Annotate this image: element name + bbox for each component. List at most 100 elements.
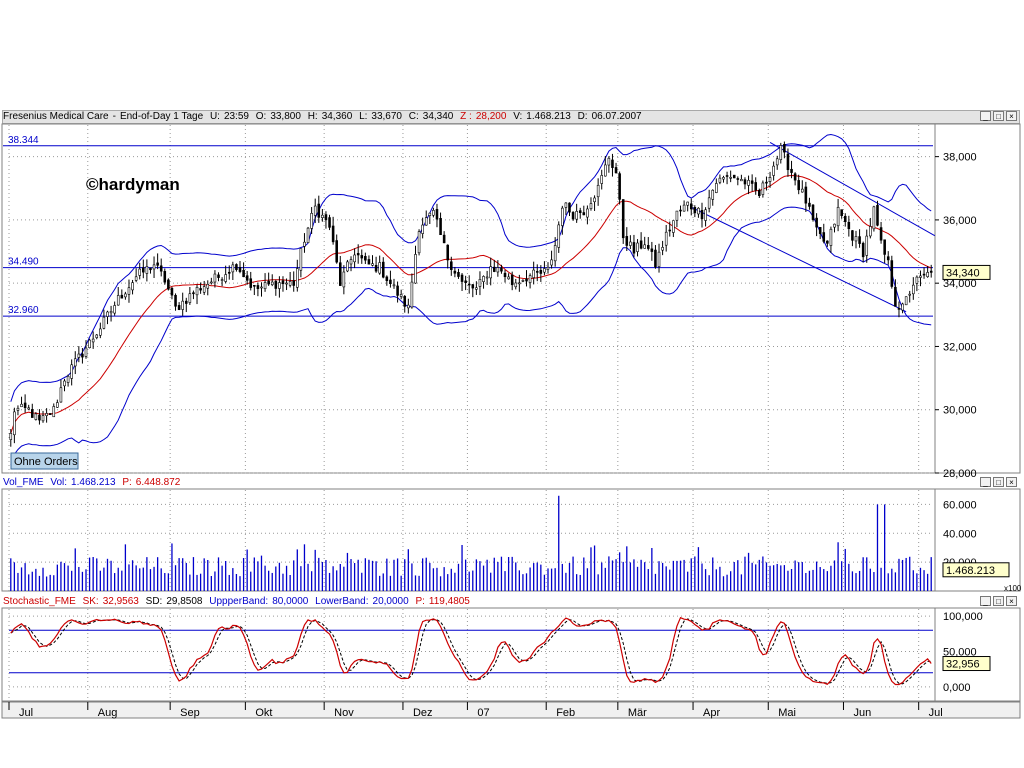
stoch-panel-frame: [1, 607, 1021, 702]
h-value: 34,360: [321, 111, 353, 122]
candle-body: [331, 225, 335, 243]
candle-body: [13, 411, 16, 436]
volume-panel-frame: [1, 488, 1021, 592]
candle-body: [281, 280, 285, 285]
candle-body: [73, 358, 77, 367]
stoch-sd-line: [10, 618, 932, 685]
candle-body: [34, 413, 38, 420]
x-tick-label: Nov: [334, 707, 354, 719]
orders-button[interactable]: [10, 452, 79, 470]
candle-body: [313, 205, 317, 216]
candle-body: [664, 231, 668, 246]
minimize-icon[interactable]: _: [980, 111, 991, 121]
candle-body: [41, 415, 45, 422]
bollinger-lower-line: [10, 206, 932, 466]
candle-body: [235, 264, 238, 270]
candle-body: [149, 267, 152, 271]
candle-body: [765, 181, 768, 184]
candle-body: [378, 262, 381, 274]
z-value: 28,200: [475, 111, 507, 122]
candle-body: [296, 268, 299, 288]
candle-body: [539, 269, 543, 274]
candle-body: [912, 284, 915, 295]
candle-body: [206, 283, 210, 289]
candle-body: [768, 177, 772, 182]
stoch-panel: 0,000 50,000 100,000 32,956: [1, 607, 1021, 702]
candle-body: [321, 214, 324, 218]
candle-body: [70, 364, 73, 379]
candle-body: [381, 261, 385, 278]
orders-button-label[interactable]: Ohne Orders: [14, 456, 78, 468]
minimize-icon[interactable]: _: [980, 596, 991, 606]
candle-body: [854, 236, 858, 242]
candle-body: [600, 175, 604, 184]
maximize-icon[interactable]: □: [993, 111, 1004, 121]
candle-body: [847, 221, 851, 230]
p-label: P:: [122, 477, 132, 488]
candle-body: [779, 145, 783, 160]
candle-body: [772, 165, 775, 176]
candle-body: [439, 217, 442, 236]
candle-body: [303, 241, 306, 247]
candle-body: [822, 232, 826, 242]
candle-body: [328, 217, 331, 228]
candle-body: [467, 283, 471, 286]
maximize-icon[interactable]: □: [993, 477, 1004, 487]
candle-body: [342, 271, 346, 288]
candle-body: [253, 284, 256, 287]
candle-body: [625, 236, 629, 246]
trend-line: [691, 206, 907, 313]
candle-body: [417, 231, 421, 254]
price-panel-frame: [1, 123, 1021, 474]
candle-body: [754, 182, 758, 191]
candle-body: [840, 209, 843, 216]
p-label: P:: [415, 596, 425, 607]
candle-body: [30, 409, 34, 418]
candle-body: [231, 264, 235, 273]
candle-body: [116, 295, 120, 306]
l-label: L:: [359, 111, 368, 122]
price-tick-label: 38,000: [943, 152, 977, 164]
candle-body: [922, 273, 926, 276]
candle-body: [59, 387, 63, 403]
candle-body: [428, 212, 432, 216]
ub-value: 80,0000: [272, 596, 309, 607]
candle-body: [775, 158, 779, 166]
candle-body: [629, 241, 632, 246]
candle-body: [399, 294, 403, 297]
candle-body: [704, 209, 707, 221]
price-tick-label: 34,000: [943, 278, 977, 290]
l-value: 33,670: [371, 111, 402, 122]
x-tick-label: Jun: [853, 707, 871, 719]
candle-body: [220, 279, 224, 281]
close-icon[interactable]: ×: [1006, 111, 1017, 121]
current-price-label: 34,340: [946, 267, 980, 279]
maximize-icon[interactable]: □: [993, 596, 1004, 606]
candle-body: [446, 244, 450, 261]
vol-value: 1.468.213: [71, 477, 116, 488]
close-icon[interactable]: ×: [1006, 477, 1017, 487]
candle-body: [561, 207, 564, 226]
candle-body: [564, 202, 568, 208]
candle-body: [901, 303, 904, 311]
candle-body: [184, 300, 188, 304]
candle-body: [177, 305, 181, 310]
candle-body: [743, 179, 747, 185]
candle-body: [851, 230, 854, 241]
candle-body: [604, 164, 607, 177]
candle-body: [267, 280, 270, 285]
minimize-icon[interactable]: _: [980, 477, 991, 487]
close-icon[interactable]: ×: [1006, 596, 1017, 606]
candle-body: [689, 203, 693, 210]
candle-body: [142, 267, 145, 273]
candle-body: [306, 227, 310, 243]
candle-body: [557, 224, 561, 248]
candle-body: [496, 267, 500, 273]
x-tick-label: Mai: [778, 707, 796, 719]
candle-body: [535, 271, 539, 273]
candle-body: [869, 226, 872, 237]
sd-value: 29,8508: [166, 596, 203, 607]
candle-body: [77, 353, 81, 358]
v-value: 1.468.213: [526, 111, 571, 122]
current-price-box: [942, 264, 991, 280]
